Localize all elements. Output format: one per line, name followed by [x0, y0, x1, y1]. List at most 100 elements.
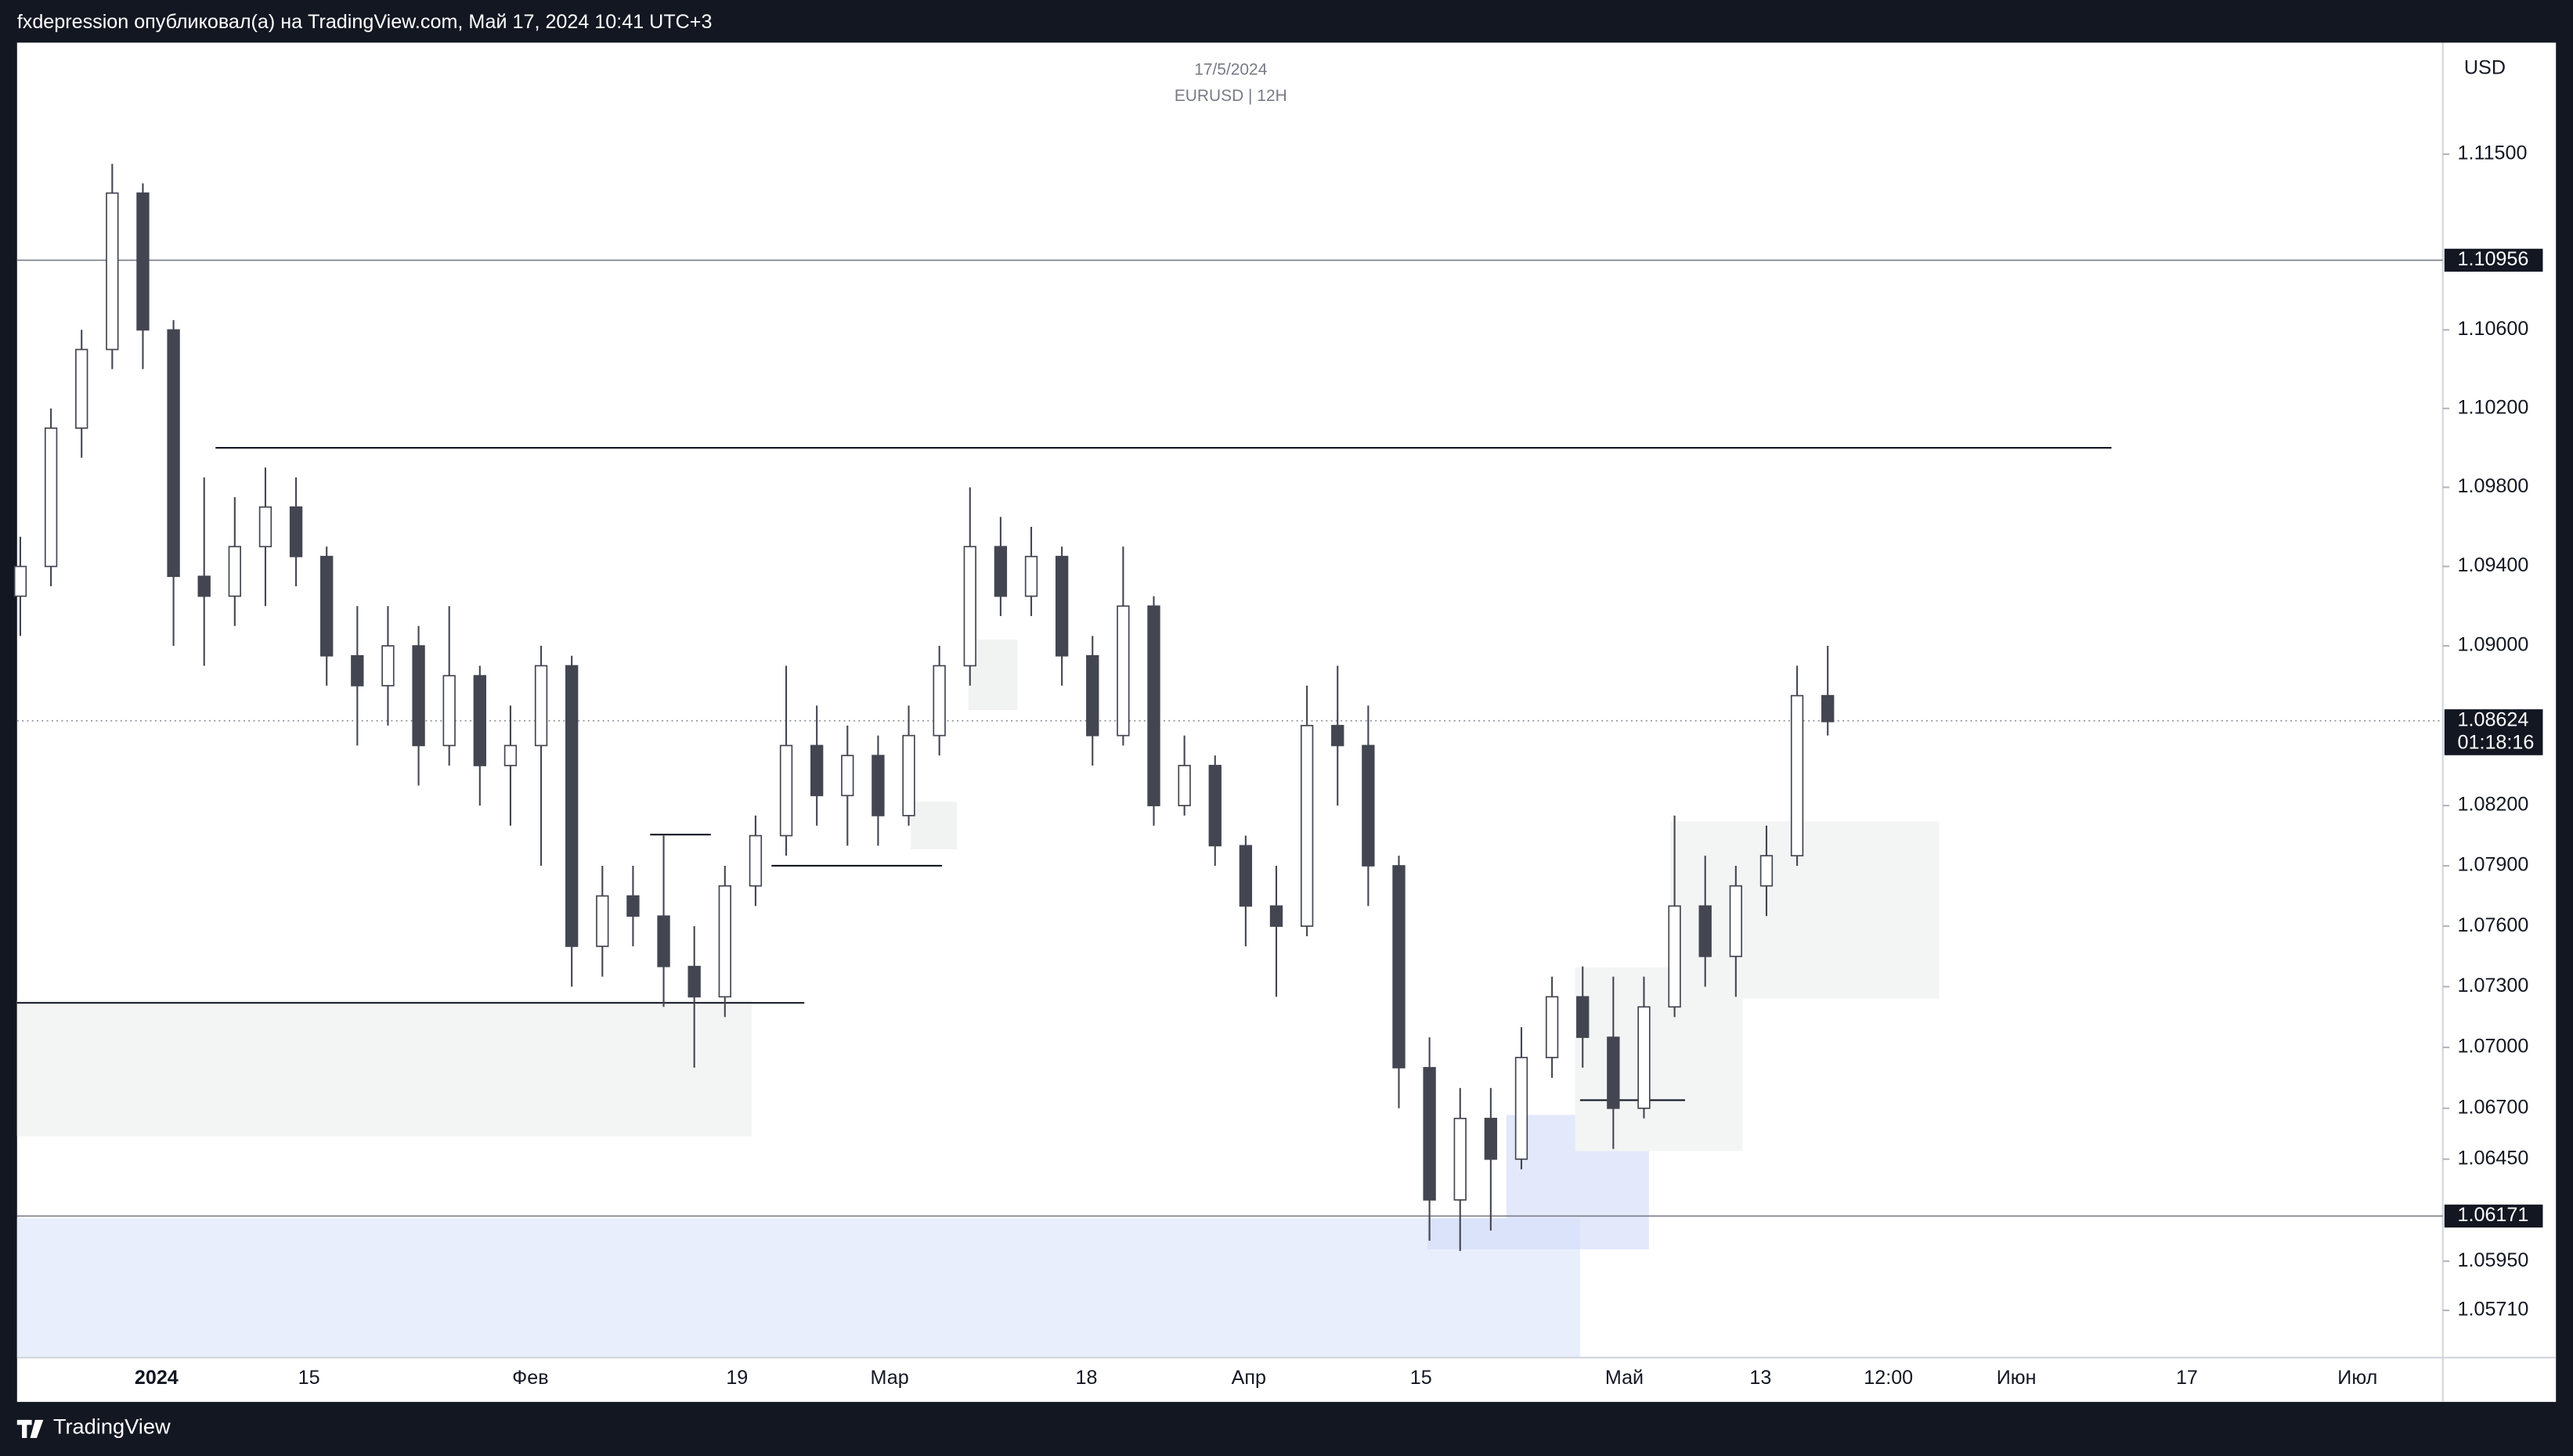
candle-body: [1453, 1117, 1467, 1201]
price-tag-label: 1.08624: [2458, 708, 2529, 730]
price-tag-label: 1.10956: [2458, 248, 2529, 270]
candle-body: [749, 834, 763, 887]
y-tick-label: 1.05710: [2458, 1299, 2529, 1321]
candle-body: [1514, 1057, 1528, 1160]
countdown: 01:18:16: [2458, 732, 2535, 754]
candle-body: [1239, 845, 1253, 907]
candle-body: [136, 192, 150, 331]
candle-body: [596, 895, 609, 947]
footer-brand[interactable]: TradingView: [53, 1415, 171, 1439]
candle-body: [841, 755, 854, 797]
candle-body: [1331, 725, 1344, 747]
candle-body: [44, 427, 58, 568]
chart-title: 17/5/2024: [1194, 61, 1268, 79]
zone: [16, 1000, 752, 1137]
x-tick-label: Июл: [2337, 1367, 2377, 1389]
candle-body: [810, 744, 824, 797]
y-tick-label: 1.07900: [2458, 854, 2529, 876]
candle-body: [1576, 996, 1590, 1038]
zone: [1427, 1218, 1580, 1250]
candle-body: [1362, 744, 1375, 867]
y-tick-label: 1.07000: [2458, 1036, 2529, 1058]
price-tag: [2444, 248, 2543, 272]
zones: [16, 639, 1940, 1358]
x-tick-label: 13: [1749, 1367, 1771, 1389]
candle-body: [167, 329, 180, 578]
candle-body: [1759, 855, 1774, 887]
candle-body: [1024, 556, 1038, 597]
candle-body: [228, 546, 242, 597]
candle-body: [503, 744, 518, 766]
candle-body: [1423, 1067, 1436, 1201]
candle-body: [779, 744, 793, 837]
price-tag: [2444, 709, 2543, 755]
x-tick-label: 18: [1075, 1367, 1097, 1389]
candle-body: [1607, 1036, 1620, 1109]
candle-body: [1729, 885, 1743, 957]
candle-body: [1300, 725, 1314, 927]
candle-body: [442, 675, 456, 747]
candle-body: [106, 192, 119, 351]
candle-body: [75, 348, 88, 429]
x-tick-label: 19: [726, 1367, 748, 1389]
chart-area: [16, 42, 2557, 1402]
x-tick-label: Мар: [871, 1367, 909, 1389]
x-tick-label: Фев: [512, 1367, 548, 1389]
zone: [1575, 967, 1743, 1151]
candle-body: [687, 965, 701, 998]
x-tick-label: Апр: [1232, 1367, 1266, 1389]
candle-body: [1147, 605, 1160, 806]
price-tag: [2444, 1204, 2543, 1228]
x-tick-label: 15: [298, 1367, 320, 1389]
candle-body: [565, 665, 579, 947]
candle-body: [13, 565, 27, 597]
candle-body: [1790, 694, 1804, 857]
y-tick-label: 1.09400: [2458, 554, 2529, 576]
candle-body: [994, 546, 1008, 597]
x-tick-label: 12:00: [1864, 1367, 1913, 1389]
zone: [16, 1218, 1580, 1358]
candle-body: [1178, 765, 1191, 806]
candle-body: [718, 885, 731, 998]
zone: [968, 639, 1018, 710]
x-tick-label: 2024: [135, 1367, 179, 1389]
x-tick-label: 15: [1410, 1367, 1432, 1389]
candle-body: [1484, 1117, 1498, 1160]
candle-body: [1208, 765, 1222, 847]
logo: [16, 1419, 44, 1438]
y-tick-label: 1.05950: [2458, 1249, 2529, 1271]
candle-body: [473, 675, 486, 766]
y-tick-label: 1.07600: [2458, 914, 2529, 936]
candle-body: [1821, 694, 1835, 723]
y-tick-label: 1.09000: [2458, 634, 2529, 656]
y-tick-label: 1.08200: [2458, 794, 2529, 816]
candle-body: [197, 575, 211, 597]
y-tick-label: 1.10200: [2458, 396, 2529, 418]
candle-body: [933, 665, 946, 737]
plot: 1.11500 1.10600 1.10200 1.09800 1.09400 1.090…: [13, 142, 2543, 1389]
y-tick-label: 1.06700: [2458, 1096, 2529, 1118]
y-tick-label: 1.09800: [2458, 475, 2529, 497]
chart-subtitle: EURUSD | 12H: [1175, 87, 1287, 105]
candle-body: [1055, 556, 1069, 657]
candle-body: [289, 506, 303, 557]
header-text: fxdepression опубликовал(а) на TradingVi…: [17, 11, 713, 33]
candle-body: [381, 645, 395, 687]
candle-body: [320, 556, 334, 657]
candle-body: [1698, 905, 1712, 957]
x-tick-label: Июн: [1997, 1367, 2037, 1389]
candle-body: [1117, 605, 1130, 737]
candle-body: [1392, 865, 1406, 1069]
y-tick-label: 1.07300: [2458, 975, 2529, 996]
candle-body: [1637, 1006, 1651, 1109]
candle-body: [1668, 905, 1681, 1008]
candle-body: [626, 895, 640, 917]
candle-body: [351, 654, 364, 687]
candle-body: [963, 546, 976, 667]
y-tick-label: 1.11500: [2458, 142, 2528, 164]
candle-body: [872, 755, 885, 816]
candle-body: [1545, 996, 1559, 1058]
y-tick-label: 1.06450: [2458, 1147, 2529, 1169]
